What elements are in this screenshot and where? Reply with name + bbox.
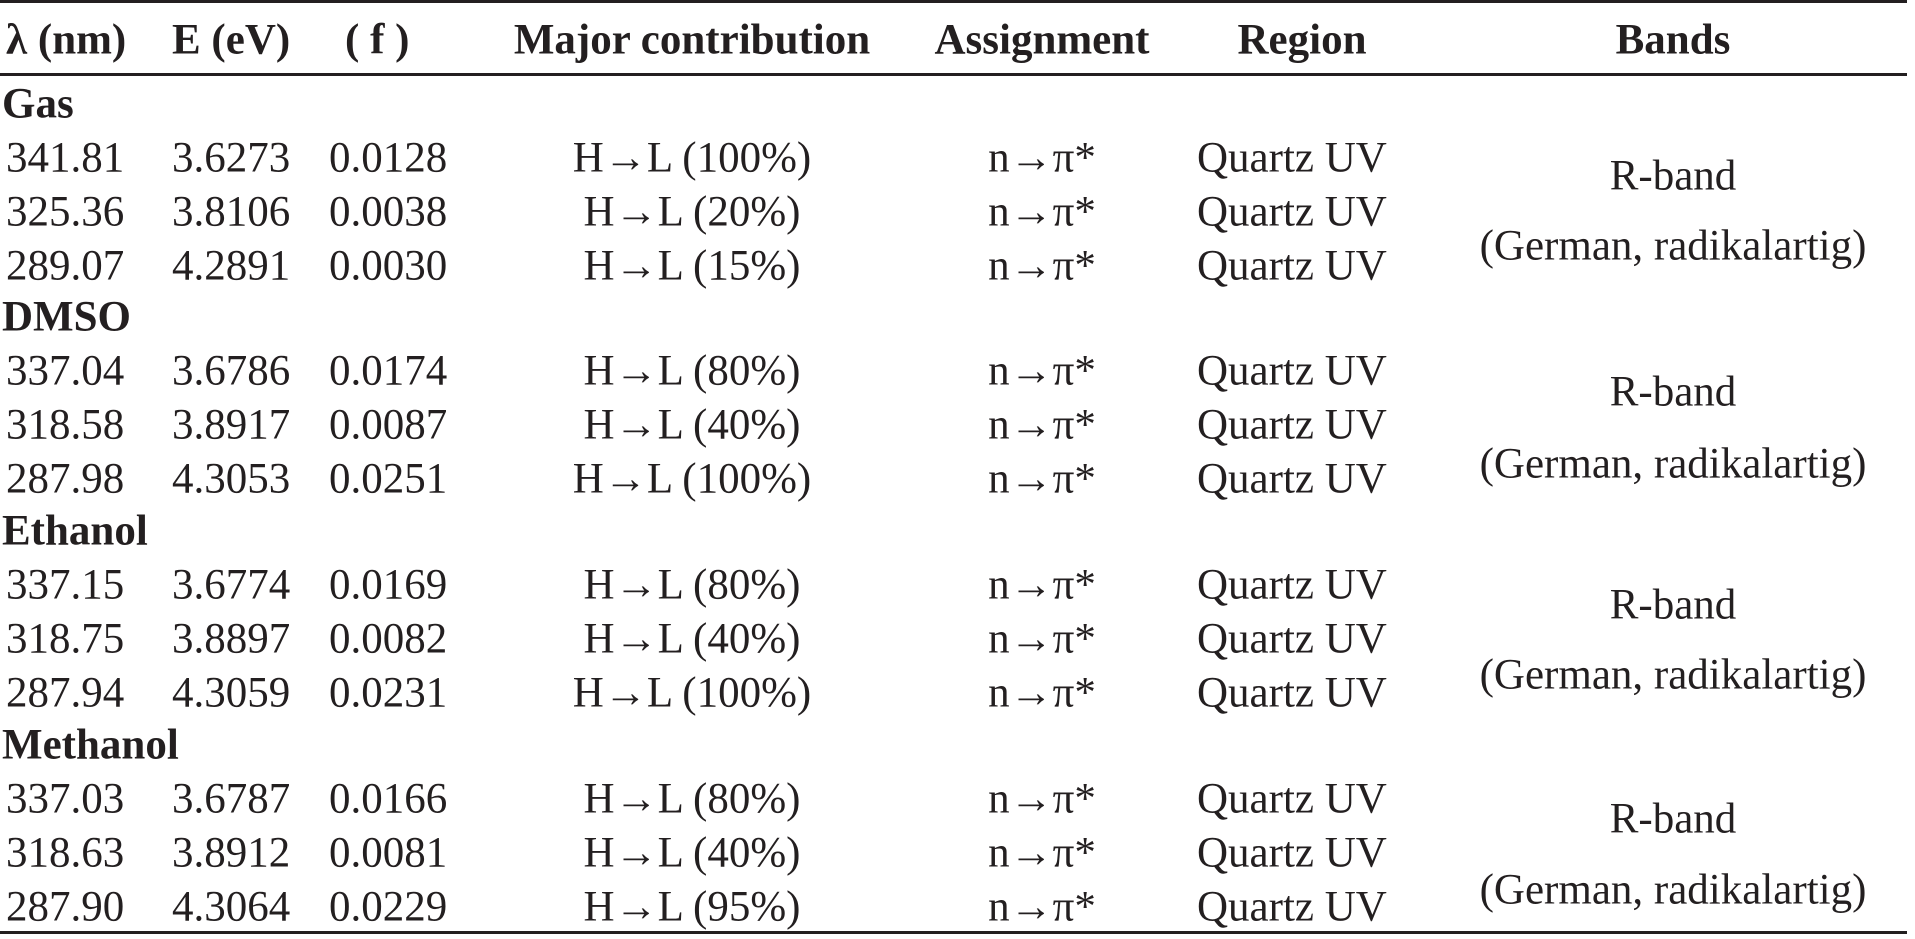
region-cell: Quartz UV <box>1197 561 1387 609</box>
wavelength-cell: 289.07 <box>6 242 125 290</box>
wavelength-cell: 287.90 <box>6 883 125 931</box>
region-cell: Quartz UV <box>1197 401 1387 449</box>
group-label: Methanol <box>2 721 179 769</box>
region-cell: Quartz UV <box>1197 347 1387 395</box>
wavelength-cell: 337.04 <box>6 347 125 395</box>
column-header: Region <box>1237 16 1367 64</box>
oscillator-strength-cell: 0.0169 <box>329 561 448 609</box>
oscillator-strength-cell: 0.0174 <box>329 347 448 395</box>
band-name: R-band <box>1609 581 1737 629</box>
assignment-cell: n→π* <box>988 669 1096 717</box>
assignment-cell: n→π* <box>988 561 1096 609</box>
energy-cell: 3.8917 <box>172 401 291 449</box>
column-header: Assignment <box>934 16 1150 64</box>
energy-cell: 3.6774 <box>172 561 291 609</box>
assignment-cell: n→π* <box>988 455 1096 503</box>
major-contribution-cell: H→L (100%) <box>572 455 812 503</box>
assignment-cell: n→π* <box>988 883 1096 931</box>
wavelength-cell: 325.36 <box>6 188 125 236</box>
wavelength-cell: 287.94 <box>6 669 125 717</box>
oscillator-strength-cell: 0.0038 <box>329 188 448 236</box>
wavelength-cell: 287.98 <box>6 455 125 503</box>
oscillator-strength-cell: 0.0166 <box>329 775 448 823</box>
column-header: ( f ) <box>345 16 410 64</box>
major-contribution-cell: H→L (15%) <box>583 242 801 290</box>
energy-cell: 3.8106 <box>172 188 291 236</box>
region-cell: Quartz UV <box>1197 134 1387 182</box>
energy-cell: 4.2891 <box>172 242 291 290</box>
energy-cell: 4.3053 <box>172 455 291 503</box>
wavelength-cell: 337.03 <box>6 775 125 823</box>
oscillator-strength-cell: 0.0251 <box>329 455 448 503</box>
column-header: E (eV) <box>172 16 291 64</box>
column-header: Bands <box>1615 16 1731 64</box>
major-contribution-cell: H→L (40%) <box>583 829 801 877</box>
wavelength-cell: 337.15 <box>6 561 125 609</box>
energy-cell: 3.8897 <box>172 615 291 663</box>
top-rule <box>0 0 1907 3</box>
major-contribution-cell: H→L (20%) <box>583 188 801 236</box>
oscillator-strength-cell: 0.0231 <box>329 669 448 717</box>
wavelength-cell: 318.63 <box>6 829 125 877</box>
major-contribution-cell: H→L (100%) <box>572 134 812 182</box>
assignment-cell: n→π* <box>988 188 1096 236</box>
oscillator-strength-cell: 0.0081 <box>329 829 448 877</box>
band-note: (German, radikalartig) <box>1479 440 1867 488</box>
band-name: R-band <box>1609 368 1737 416</box>
band-note: (German, radikalartig) <box>1479 866 1867 914</box>
region-cell: Quartz UV <box>1197 829 1387 877</box>
oscillator-strength-cell: 0.0229 <box>329 883 448 931</box>
region-cell: Quartz UV <box>1197 775 1387 823</box>
band-note: (German, radikalartig) <box>1479 651 1867 699</box>
major-contribution-cell: H→L (95%) <box>583 883 801 931</box>
major-contribution-cell: H→L (80%) <box>583 347 801 395</box>
assignment-cell: n→π* <box>988 401 1096 449</box>
band-name: R-band <box>1609 152 1737 200</box>
band-name: R-band <box>1609 795 1737 843</box>
major-contribution-cell: H→L (40%) <box>583 401 801 449</box>
region-cell: Quartz UV <box>1197 883 1387 931</box>
energy-cell: 3.6273 <box>172 134 291 182</box>
wavelength-cell: 318.58 <box>6 401 125 449</box>
column-header: λ (nm) <box>6 16 127 64</box>
wavelength-cell: 341.81 <box>6 134 125 182</box>
assignment-cell: n→π* <box>988 242 1096 290</box>
energy-cell: 3.6787 <box>172 775 291 823</box>
region-cell: Quartz UV <box>1197 669 1387 717</box>
assignment-cell: n→π* <box>988 615 1096 663</box>
oscillator-strength-cell: 0.0082 <box>329 615 448 663</box>
assignment-cell: n→π* <box>988 829 1096 877</box>
group-label: Gas <box>2 80 74 128</box>
assignment-cell: n→π* <box>988 775 1096 823</box>
oscillator-strength-cell: 0.0087 <box>329 401 448 449</box>
bottom-rule <box>0 931 1907 934</box>
group-label: Ethanol <box>2 507 148 555</box>
energy-cell: 3.6786 <box>172 347 291 395</box>
region-cell: Quartz UV <box>1197 455 1387 503</box>
band-note: (German, radikalartig) <box>1479 222 1867 270</box>
energy-cell: 4.3064 <box>172 883 291 931</box>
major-contribution-cell: H→L (80%) <box>583 561 801 609</box>
wavelength-cell: 318.75 <box>6 615 125 663</box>
region-cell: Quartz UV <box>1197 615 1387 663</box>
major-contribution-cell: H→L (40%) <box>583 615 801 663</box>
energy-cell: 4.3059 <box>172 669 291 717</box>
oscillator-strength-cell: 0.0128 <box>329 134 448 182</box>
major-contribution-cell: H→L (80%) <box>583 775 801 823</box>
region-cell: Quartz UV <box>1197 188 1387 236</box>
major-contribution-cell: H→L (100%) <box>572 669 812 717</box>
column-header: Major contribution <box>513 16 871 64</box>
energy-cell: 3.8912 <box>172 829 291 877</box>
assignment-cell: n→π* <box>988 347 1096 395</box>
header-rule <box>0 73 1907 76</box>
assignment-cell: n→π* <box>988 134 1096 182</box>
oscillator-strength-cell: 0.0030 <box>329 242 448 290</box>
region-cell: Quartz UV <box>1197 242 1387 290</box>
group-label: DMSO <box>2 293 131 341</box>
